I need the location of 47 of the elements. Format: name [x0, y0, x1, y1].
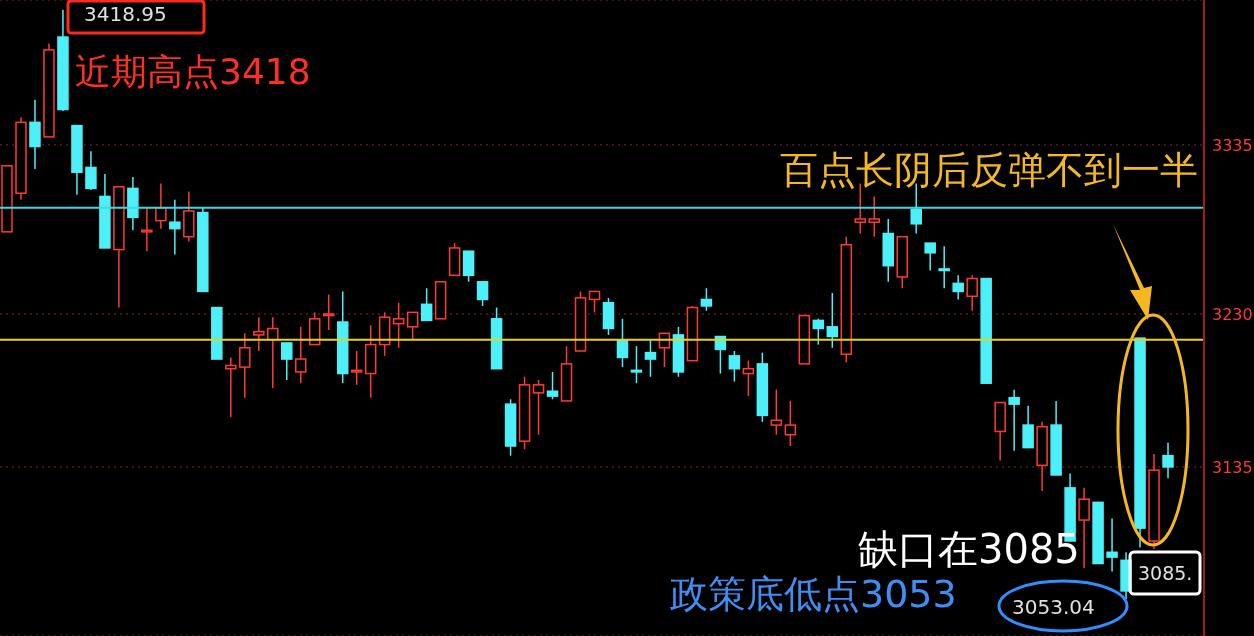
candlestick — [966, 274, 978, 312]
candlestick — [1022, 405, 1034, 449]
candlestick — [169, 198, 181, 256]
candlestick — [406, 311, 419, 341]
annotation: 百点长阴后反弹不到一半 — [780, 148, 1198, 192]
candlestick — [728, 350, 741, 383]
candlestick — [770, 388, 783, 436]
annotation: 缺口在3085 — [858, 526, 1080, 572]
y-tick-label: 3335 — [1212, 135, 1253, 155]
candlestick — [1106, 517, 1118, 573]
candlestick — [281, 342, 293, 381]
candlestick — [1162, 442, 1174, 479]
candlestick — [85, 150, 97, 191]
candlestick — [1078, 487, 1090, 570]
candlestick — [700, 287, 713, 312]
annotation: 近期高点3418 — [75, 51, 311, 92]
candlestick — [420, 287, 433, 322]
y-tick-label: 3230 — [1212, 304, 1253, 324]
candlestick — [938, 245, 950, 289]
candlestick — [924, 242, 936, 272]
candlestick — [868, 195, 881, 238]
candlestick — [141, 206, 153, 252]
candlestick — [742, 359, 755, 397]
candlestick — [630, 345, 643, 384]
candlestick — [588, 290, 601, 314]
annotation: 政策底低点3053 — [670, 572, 957, 616]
candlestick — [826, 292, 839, 349]
candlestick — [784, 400, 797, 447]
candlestick — [812, 318, 825, 346]
candlestick — [644, 338, 657, 378]
candlestick — [225, 356, 237, 418]
candlestick — [322, 293, 335, 331]
candlestick — [392, 301, 405, 349]
candlestick — [532, 379, 545, 436]
candlestick — [952, 274, 964, 301]
candlestick — [350, 350, 363, 386]
candlestick — [476, 281, 489, 307]
annotation: 3085. — [1138, 561, 1193, 584]
candlestick — [267, 316, 279, 389]
annotation: 3418.95 — [84, 2, 167, 26]
annotation: 3053.04 — [1012, 595, 1095, 619]
y-tick-label: 3135 — [1212, 457, 1253, 477]
candlestick — [546, 371, 559, 401]
candlestick — [295, 326, 307, 384]
candlestick — [1008, 388, 1020, 452]
candlestick — [239, 332, 251, 399]
candlestick — [253, 316, 265, 352]
